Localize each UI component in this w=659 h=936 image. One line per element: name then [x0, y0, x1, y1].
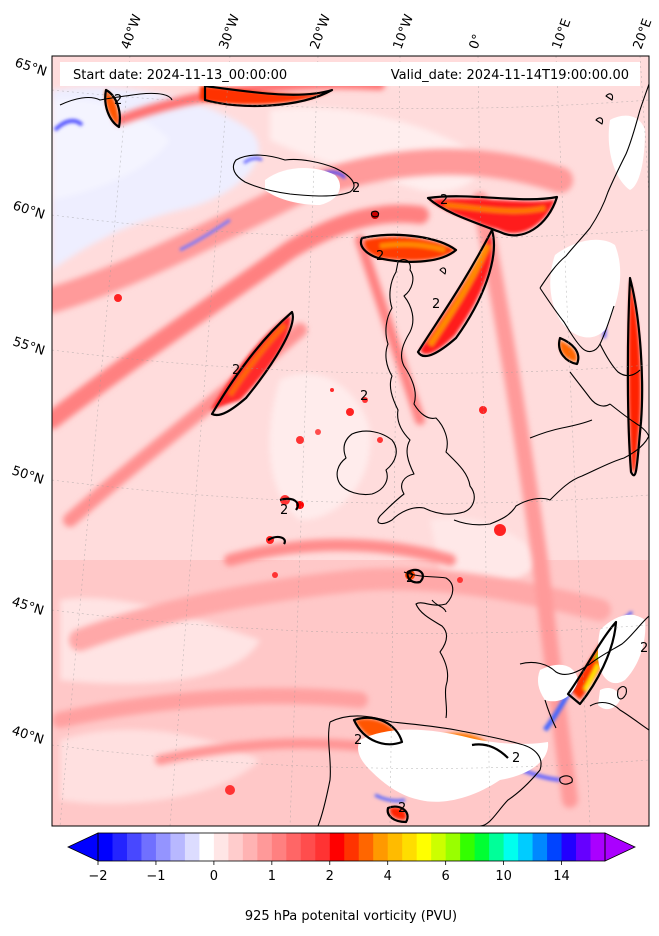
- colorbar-tick-label: 14: [553, 869, 570, 884]
- colorbar-tick-label: 0: [210, 869, 218, 884]
- contour-label: 2: [376, 249, 384, 264]
- colorbar-cell: [460, 833, 476, 861]
- lon-label: 0°: [467, 32, 486, 51]
- lon-label: 20°E: [631, 17, 656, 52]
- colorbar-cell: [98, 833, 113, 861]
- colorbar-cell: [315, 833, 331, 861]
- contour-label: 2: [114, 93, 122, 108]
- colorbar-tick-label: 6: [442, 869, 450, 884]
- colorbar-cell: [155, 833, 171, 861]
- contour-label: 2: [280, 503, 288, 518]
- header-strip: [60, 62, 640, 86]
- graticule: [52, 56, 649, 826]
- colorbar-cell: [387, 833, 403, 861]
- colorbar-cell: [358, 833, 374, 861]
- colorbar-ticks: −2 −1 0 1 2 4 6 10 14: [88, 861, 570, 884]
- pv-2-contours: [104, 84, 644, 824]
- contour-label: 2: [640, 641, 648, 656]
- colorbar-cell: [184, 833, 200, 861]
- colorbar-frame: [97, 832, 606, 862]
- map-panel: 2 2 2 2 2 2 2 2 2 2 2 2 2: [52, 56, 649, 826]
- lon-label: 30°W: [217, 12, 243, 51]
- contour-label: 2: [354, 733, 362, 748]
- colorbar-tick-label: 4: [384, 869, 392, 884]
- colorbar-cell: [431, 833, 447, 861]
- contour-labels: 2 2 2 2 2 2 2 2 2 2 2 2 2: [114, 93, 648, 816]
- colorbar-cell: [300, 833, 316, 861]
- low-pv-areas: [52, 86, 540, 804]
- colorbar-cell: [547, 833, 563, 861]
- colorbar-cell: [561, 833, 577, 861]
- contour-label: 2: [432, 297, 440, 312]
- colorbar-cell: [532, 833, 548, 861]
- colorbar-tick-label: 10: [495, 869, 512, 884]
- map-frame: [51, 55, 650, 827]
- colorbar-cell: [373, 833, 389, 861]
- lon-label: 10°W: [391, 12, 417, 51]
- coastlines: [59, 83, 649, 826]
- colorbar-cell: [170, 833, 186, 861]
- lon-label: 40°W: [119, 12, 145, 51]
- colorbar-cell: [141, 833, 157, 861]
- colorbar-cell: [228, 833, 244, 861]
- colorbar-cell: [126, 833, 142, 861]
- colorbar-cell: [112, 833, 128, 861]
- latitude-labels: 65°N 60°N 55°N 50°N 45°N 40°N: [10, 56, 49, 748]
- contour-label: 2: [512, 751, 520, 766]
- valid-date-label: Valid_date: 2024-11-14T19:00:00.00: [391, 68, 629, 83]
- colorbar-cell: [402, 833, 418, 861]
- colorbar-cell: [344, 833, 360, 861]
- start-date-label: Start date: 2024-11-13_00:00:00: [73, 68, 287, 83]
- lat-label: 55°N: [11, 335, 47, 359]
- longitude-labels: 40°W 30°W 20°W 10°W 0° 10°E 20°E: [119, 12, 656, 51]
- colorbar-cell: [416, 833, 432, 861]
- lat-label: 45°N: [10, 595, 46, 619]
- contour-label: 2: [352, 181, 360, 196]
- contour-label: 2: [406, 571, 414, 586]
- colorbar-tick-label: −2: [88, 869, 107, 884]
- colorbar-cell: [503, 833, 519, 861]
- colorbar-underflow-arrow: [67, 832, 99, 862]
- colorbar-tick-label: −1: [146, 869, 165, 884]
- colorbar-tick-label: 2: [326, 869, 334, 884]
- lon-label: 10°E: [550, 17, 575, 52]
- colorbar-tick-label: 1: [268, 869, 276, 884]
- colorbar-cell: [271, 833, 287, 861]
- contour-label: 2: [398, 801, 406, 816]
- colorbar-cell: [576, 833, 592, 861]
- colorbar-cell: [199, 833, 215, 861]
- lat-label: 60°N: [11, 199, 47, 223]
- lat-label: 65°N: [13, 56, 49, 80]
- colorbar-cell: [518, 833, 534, 861]
- colorbar-cell: [489, 833, 505, 861]
- colorbar: −2 −1 0 1 2 4 6 10 14 925 hPa potenital vorticit…: [67, 832, 636, 924]
- colorbar-cells: [98, 833, 606, 861]
- colorbar-cell: [286, 833, 302, 861]
- colorbar-cell: [590, 833, 606, 861]
- lat-label: 40°N: [10, 724, 46, 748]
- colorbar-cell: [445, 833, 461, 861]
- colorbar-overflow-arrow: [604, 832, 636, 862]
- contour-label: 2: [440, 193, 448, 208]
- lon-label: 20°W: [308, 12, 334, 51]
- contour-label: 2: [360, 389, 368, 404]
- colorbar-cell: [329, 833, 345, 861]
- colorbar-cell: [474, 833, 490, 861]
- contour-label: 2: [232, 363, 240, 378]
- colorbar-cell: [242, 833, 258, 861]
- colorbar-cell: [213, 833, 229, 861]
- colorbar-title: 925 hPa potenital vorticity (PVU): [245, 909, 457, 924]
- lat-label: 50°N: [10, 464, 46, 488]
- colorbar-cell: [257, 833, 273, 861]
